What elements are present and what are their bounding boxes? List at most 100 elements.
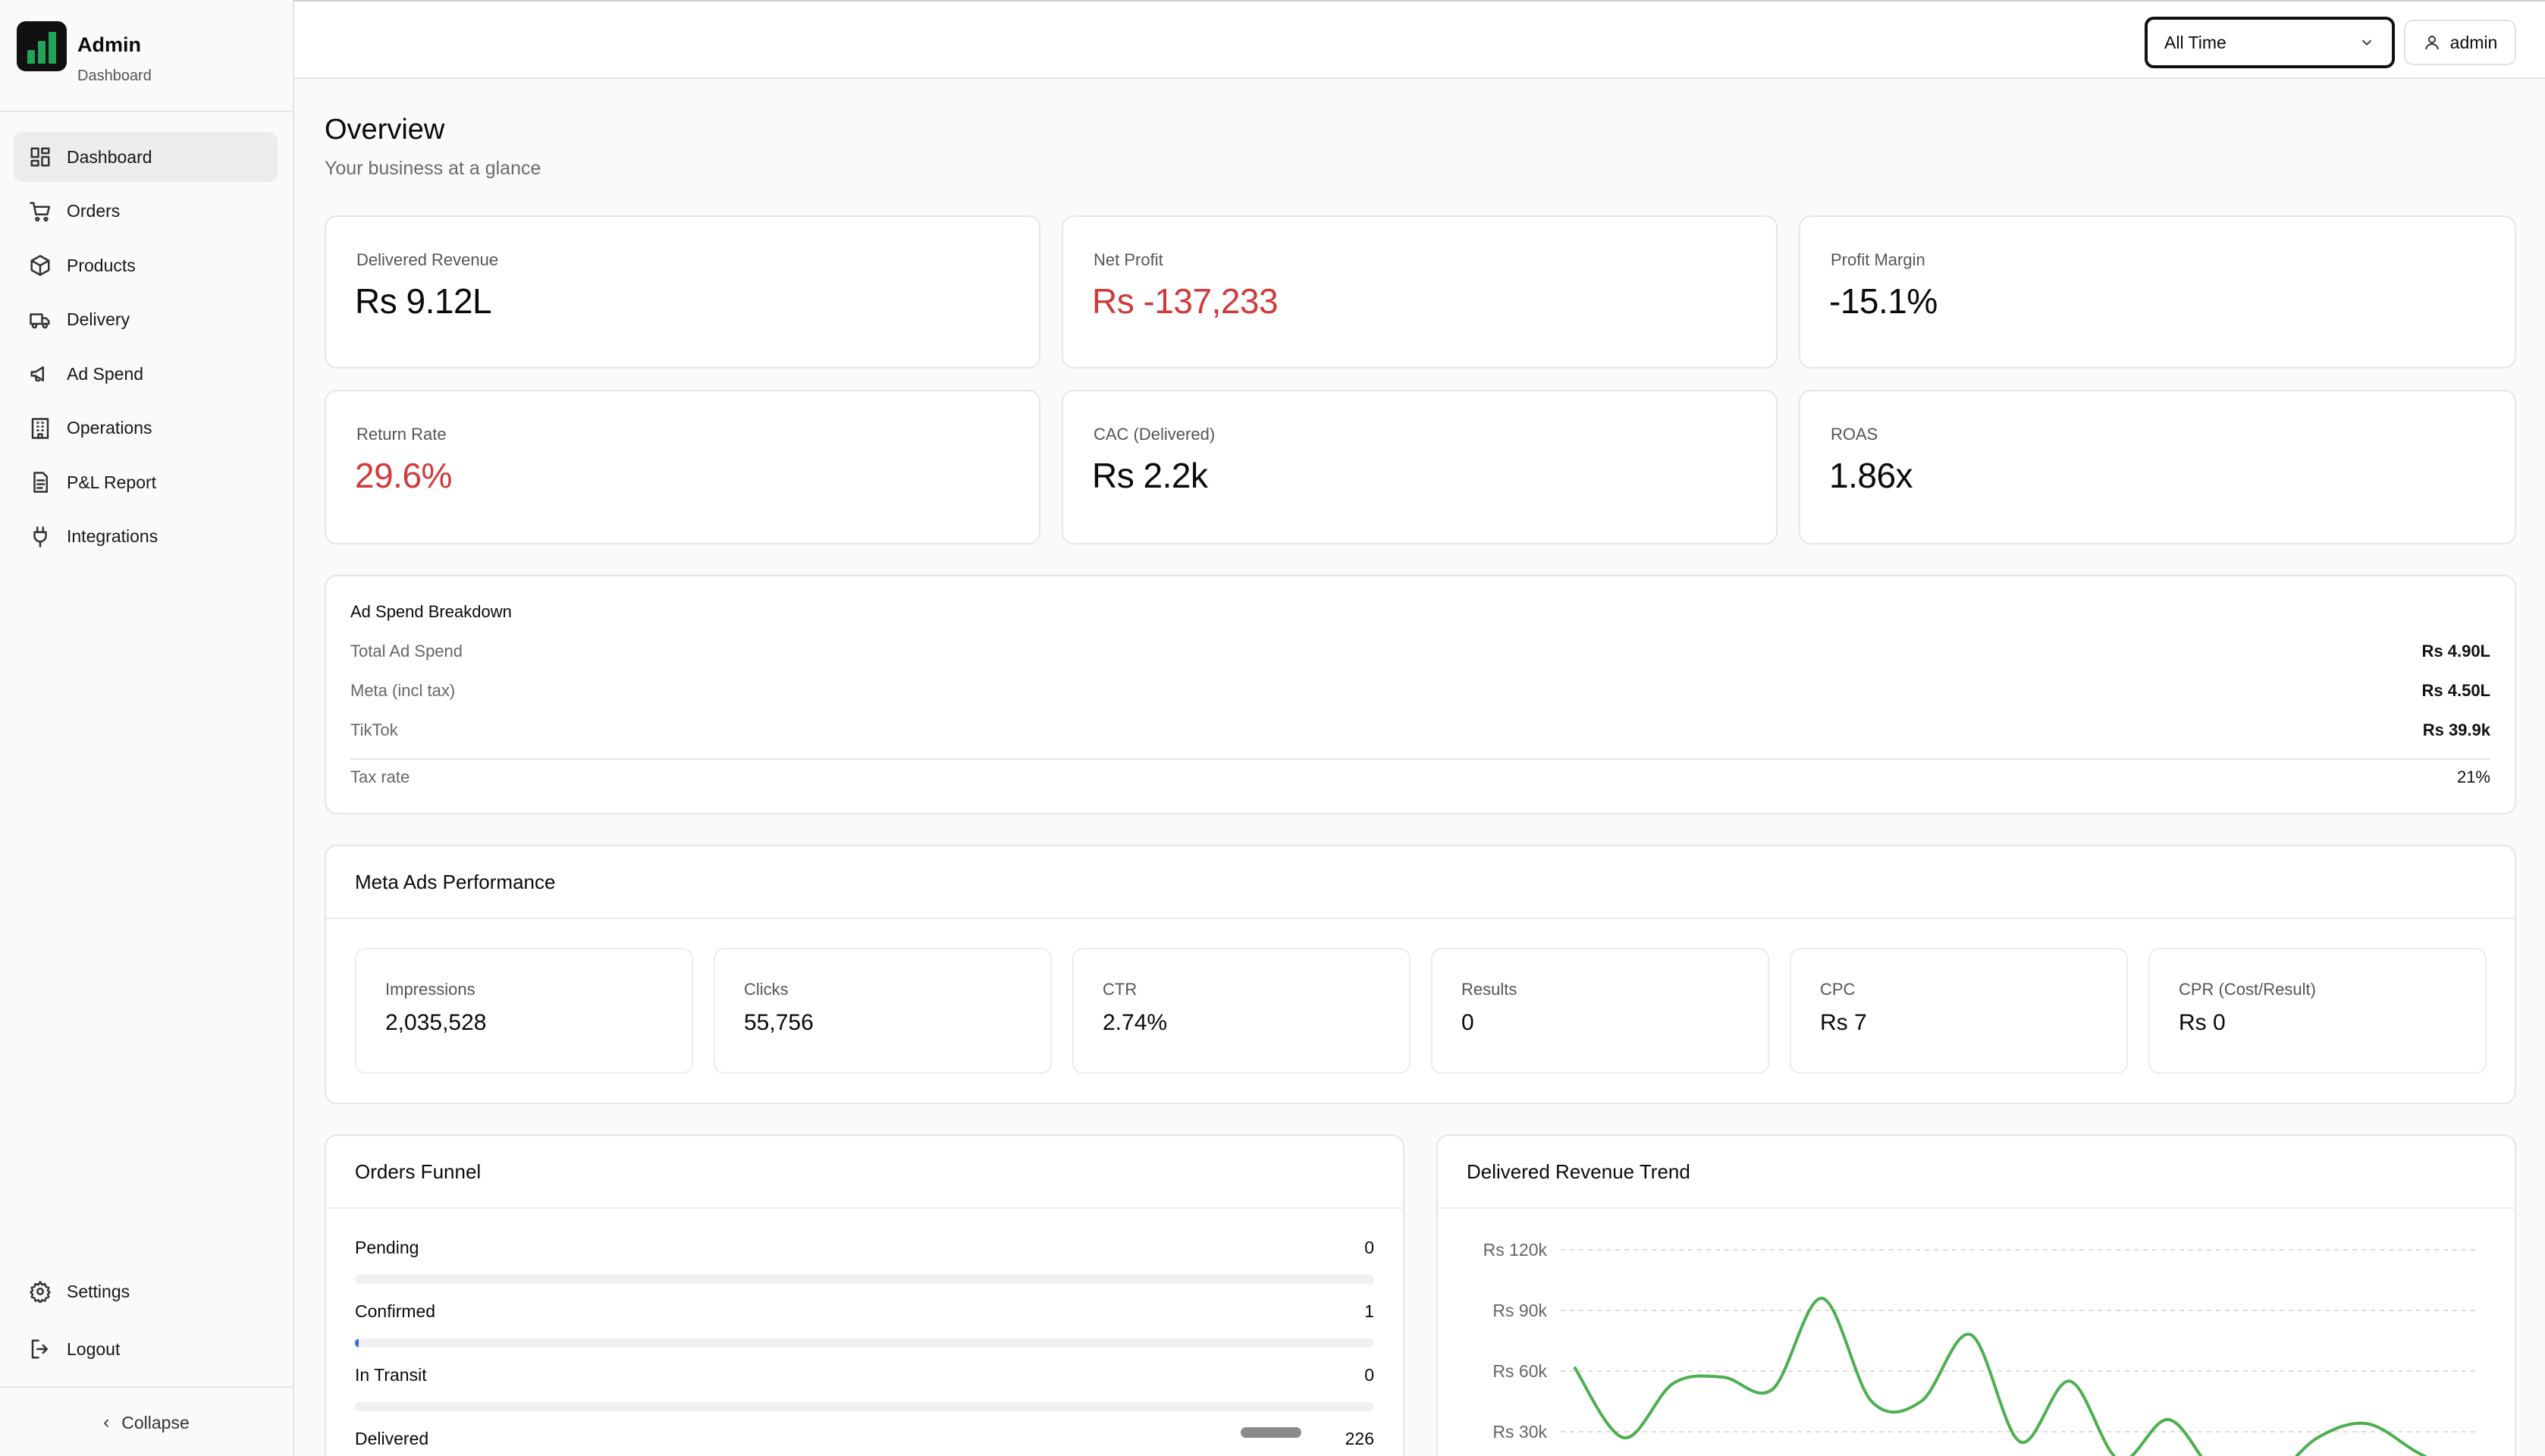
- megaphone-icon: [29, 362, 52, 385]
- kpi-value: 29.6%: [355, 456, 452, 495]
- kpi-card-return-rate: Return Rate 29.6%: [325, 390, 1040, 544]
- funnel-row-confirmed: Confirmed 1: [355, 1301, 1374, 1348]
- y-tick-label: Rs 90k: [1492, 1301, 1547, 1320]
- metric-ctr: CTR 2.74%: [1072, 948, 1411, 1074]
- sidebar-item-label: Logout: [67, 1338, 121, 1359]
- metric-results: Results 0: [1431, 948, 1769, 1074]
- sidebar-nav: Dashboard Orders Products Delivery Ad Sp…: [14, 132, 278, 566]
- funnel-count: 0: [1364, 1365, 1374, 1385]
- funnel-row-pending: Pending 0: [355, 1238, 1374, 1284]
- sidebar-item-ad-spend[interactable]: Ad Spend: [14, 349, 278, 399]
- tax-rate-label: Tax rate: [350, 767, 410, 786]
- sidebar-item-settings[interactable]: Settings: [14, 1266, 278, 1316]
- funnel-label: In Transit: [355, 1365, 427, 1385]
- kpi-value: Rs 9.12L: [355, 281, 492, 321]
- page-title: Overview: [325, 114, 445, 146]
- user-menu-button[interactable]: admin: [2404, 20, 2516, 65]
- kpi-label: CAC (Delivered): [1094, 425, 1216, 444]
- kpi-value: Rs -137,233: [1092, 281, 1279, 321]
- metric-label: CPC: [1820, 980, 1856, 999]
- y-tick-label: Rs 30k: [1492, 1422, 1547, 1442]
- kpi-card-profit-margin: Profit Margin -15.1%: [1799, 215, 2516, 369]
- ad-spend-title: Ad Spend Breakdown: [350, 602, 512, 621]
- funnel-label: Confirmed: [355, 1301, 436, 1321]
- meta-ads-performance-card: Meta Ads Performance Impressions 2,035,5…: [325, 845, 2516, 1104]
- chevron-left-icon: ‹: [103, 1412, 110, 1432]
- sidebar-item-dashboard[interactable]: Dashboard: [14, 132, 278, 182]
- ad-spend-row-label: TikTok: [350, 720, 398, 739]
- metric-value: Rs 0: [2179, 1010, 2226, 1035]
- metric-value: 0: [1461, 1010, 1474, 1035]
- funnel-bar: [355, 1338, 1374, 1348]
- ad-spend-row-value: Rs 39.9k: [2422, 720, 2490, 739]
- package-icon: [29, 254, 52, 277]
- sidebar-item-label: Operations: [67, 418, 152, 438]
- meta-ads-title: Meta Ads Performance: [355, 871, 556, 893]
- top-header: All Time admin: [294, 2, 2545, 79]
- kpi-value: -15.1%: [1829, 281, 1938, 321]
- metric-clicks: Clicks 55,756: [714, 948, 1052, 1074]
- brand-logo-icon: [17, 21, 67, 71]
- kpi-value: Rs 2.2k: [1092, 456, 1208, 495]
- funnel-count: 0: [1364, 1238, 1374, 1257]
- revenue-trend-title: Delivered Revenue Trend: [1467, 1160, 1690, 1183]
- ad-spend-row-value: Rs 4.50L: [2421, 681, 2491, 700]
- sidebar-item-logout[interactable]: Logout: [14, 1324, 278, 1374]
- collapse-label: Collapse: [121, 1412, 190, 1432]
- kpi-label: Net Profit: [1094, 250, 1163, 269]
- orders-funnel-card: Orders Funnel Pending 0 Confirmed 1 In Tra…: [325, 1134, 1404, 1456]
- tax-rate-value: 21%: [2456, 767, 2490, 786]
- orders-funnel-title: Orders Funnel: [355, 1160, 482, 1183]
- kpi-label: ROAS: [1831, 425, 1878, 444]
- metric-label: Results: [1461, 980, 1517, 999]
- ad-spend-tax-row: Tax rate 21%: [350, 767, 2490, 790]
- truck-icon: [29, 309, 52, 331]
- brand-title: Admin: [77, 33, 141, 56]
- funnel-bar: [355, 1275, 1374, 1284]
- y-tick-label: Rs 120k: [1483, 1240, 1548, 1260]
- sidebar: Admin Dashboard Dashboard Orders Product…: [0, 0, 294, 1456]
- ad-spend-breakdown-card: Ad Spend Breakdown Total Ad Spend Rs 4.9…: [325, 575, 2516, 814]
- date-range-select[interactable]: All Time: [2145, 17, 2395, 68]
- kpi-card-cac: CAC (Delivered) Rs 2.2k: [1062, 390, 1778, 544]
- plug-icon: [29, 526, 52, 548]
- sidebar-item-label: P&L Report: [67, 472, 157, 492]
- kpi-card-roas: ROAS 1.86x: [1799, 390, 2516, 544]
- revenue-trend-card: Delivered Revenue Trend Rs 120k Rs 90k Rs …: [1436, 1134, 2516, 1456]
- kpi-card-delivered-revenue: Delivered Revenue Rs 9.12L: [325, 215, 1040, 369]
- sidebar-item-delivery[interactable]: Delivery: [14, 295, 278, 345]
- collapse-button[interactable]: ‹ Collapse: [0, 1400, 293, 1445]
- metric-value: 2.74%: [1103, 1010, 1168, 1035]
- ad-spend-row: Total Ad Spend Rs 4.90L: [350, 642, 2490, 664]
- dashboard-icon: [29, 146, 52, 168]
- sidebar-item-label: Ad Spend: [67, 363, 144, 384]
- kpi-label: Return Rate: [356, 425, 447, 444]
- date-range-value: All Time: [2164, 32, 2226, 52]
- sidebar-item-label: Settings: [67, 1281, 130, 1301]
- ad-spend-row-label: Meta (incl tax): [350, 681, 456, 700]
- sidebar-item-products[interactable]: Products: [14, 240, 278, 290]
- sidebar-item-orders[interactable]: Orders: [14, 187, 278, 237]
- funnel-count: 1: [1364, 1301, 1374, 1321]
- metric-label: CPR (Cost/Result): [2179, 980, 2316, 999]
- kpi-label: Profit Margin: [1831, 250, 1925, 269]
- funnel-label: Delivered: [355, 1429, 429, 1448]
- kpi-card-net-profit: Net Profit Rs -137,233: [1062, 215, 1778, 369]
- funnel-label: Pending: [355, 1238, 419, 1257]
- metric-value: 2,035,528: [385, 1010, 487, 1035]
- sidebar-item-pl-report[interactable]: P&L Report: [14, 457, 278, 507]
- ad-spend-row: Meta (incl tax) Rs 4.50L: [350, 681, 2490, 704]
- scrollbar-thumb[interactable]: [1241, 1427, 1301, 1438]
- metric-value: 55,756: [744, 1010, 814, 1035]
- user-icon: [2424, 36, 2439, 50]
- sidebar-item-label: Integrations: [67, 526, 158, 546]
- metric-label: Clicks: [744, 980, 789, 999]
- sidebar-item-operations[interactable]: Operations: [14, 403, 278, 453]
- metric-label: Impressions: [385, 980, 475, 999]
- ad-spend-row-value: Rs 4.90L: [2421, 642, 2491, 661]
- sidebar-item-label: Products: [67, 255, 136, 275]
- sidebar-item-integrations[interactable]: Integrations: [14, 512, 278, 562]
- metric-cpc: CPC Rs 7: [1790, 948, 2128, 1074]
- y-tick-label: Rs 60k: [1492, 1361, 1547, 1381]
- logout-icon: [29, 1338, 52, 1360]
